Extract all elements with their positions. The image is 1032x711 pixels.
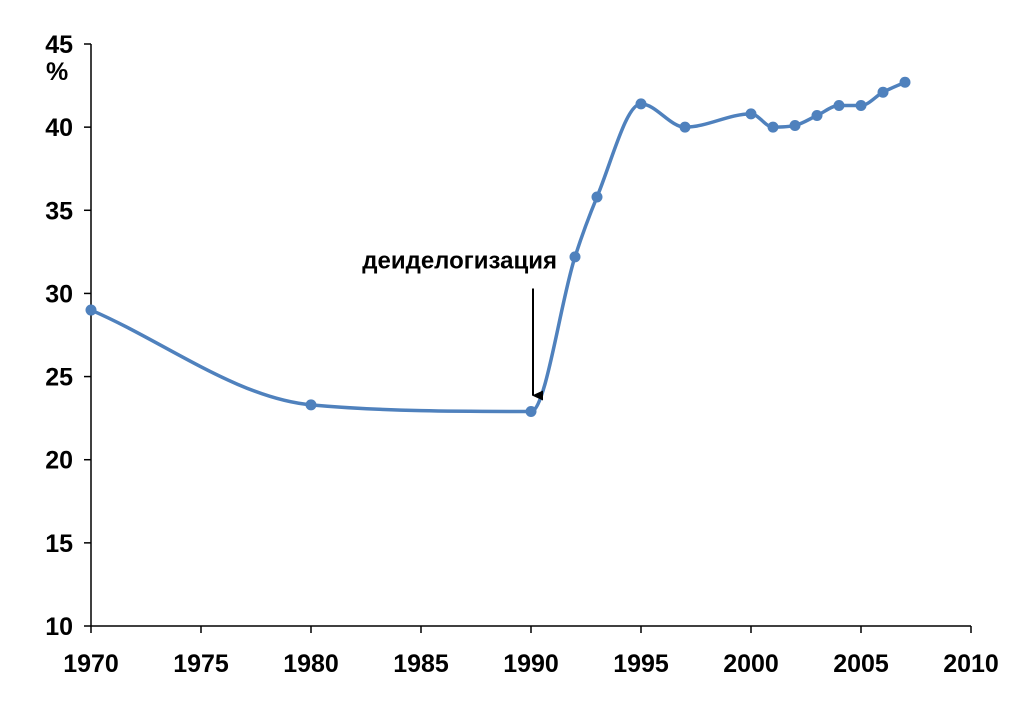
- data-point: [745, 108, 757, 120]
- data-point: [85, 304, 97, 316]
- y-tick-label: 10: [45, 613, 73, 641]
- y-tick-label: 20: [45, 447, 73, 475]
- annotation-label: деиделогизация: [362, 247, 557, 274]
- y-tick-label: 30: [45, 280, 73, 308]
- x-tick-label: 1995: [613, 650, 669, 678]
- annotation-layer: деиделогизация: [362, 247, 557, 401]
- data-point: [635, 98, 647, 110]
- x-ticks: 1970 1975 1980 1985 1990 1995 2000 2005 2010: [63, 626, 999, 678]
- y-ticks: 10 15 20 25 30 35 40 45: [45, 31, 91, 641]
- data-point: [767, 121, 779, 133]
- data-point: [855, 100, 867, 112]
- axes: [90, 44, 971, 627]
- data-point: [789, 119, 801, 131]
- x-tick-label: 2000: [723, 650, 779, 678]
- data-point: [811, 110, 823, 122]
- data-point: [833, 100, 845, 112]
- y-tick-label: 35: [45, 197, 73, 225]
- data-point: [679, 121, 691, 133]
- data-point: [525, 405, 537, 417]
- data-point: [569, 251, 581, 263]
- data-point: [305, 399, 317, 411]
- x-tick-label: 2010: [943, 650, 999, 678]
- series-layer: [85, 76, 911, 417]
- data-point: [591, 191, 603, 203]
- x-tick-label: 2005: [833, 650, 889, 678]
- y-tick-label: 40: [45, 114, 73, 142]
- x-tick-label: 1975: [173, 650, 229, 678]
- y-tick-label: 25: [45, 364, 73, 392]
- y-tick-label: 45: [45, 31, 73, 59]
- x-tick-label: 1985: [393, 650, 449, 678]
- data-point: [899, 76, 911, 88]
- data-point: [877, 86, 889, 98]
- y-unit-label: %: [46, 58, 68, 86]
- x-tick-label: 1990: [503, 650, 559, 678]
- y-tick-label: 15: [45, 530, 73, 558]
- x-tick-label: 1970: [63, 650, 119, 678]
- x-tick-label: 1980: [283, 650, 339, 678]
